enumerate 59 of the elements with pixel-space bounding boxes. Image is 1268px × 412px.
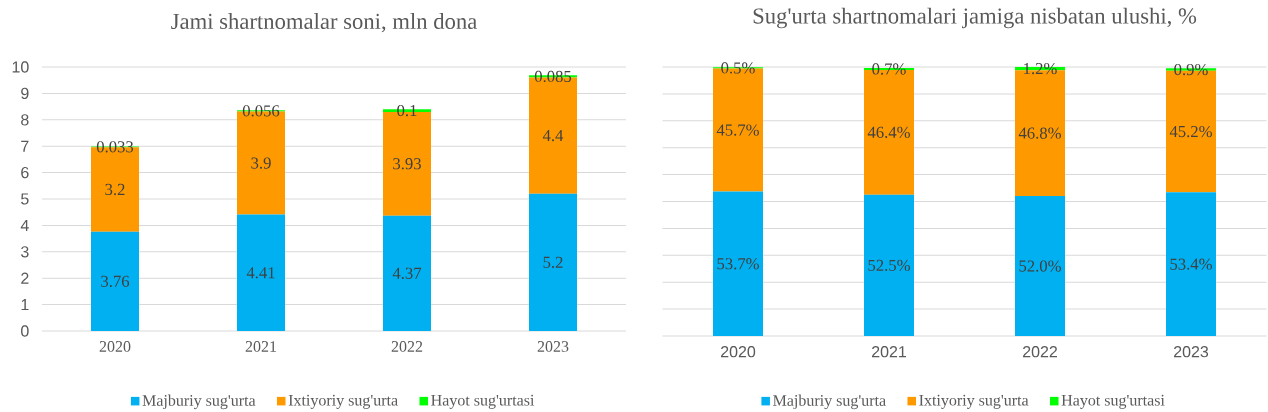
data-label: 53.7% [717,258,759,270]
data-label: 1.2% [1024,62,1057,75]
data-label: 0.033 [96,141,134,153]
bar [237,214,286,331]
y-tick-label: 9 [21,87,29,100]
data-label: 45.2% [1169,125,1212,138]
bar [1166,192,1216,336]
y-tick-label: 3 [21,246,29,258]
y-tick-label: 5 [21,193,29,205]
y-tick-label: 6 [21,166,29,179]
y-tick-label: 10 [12,61,29,73]
data-label: 0.7% [872,63,906,75]
data-label: 4.41 [246,267,275,279]
data-label: 0.5% [721,62,755,74]
bar [864,194,914,336]
bar [91,231,140,331]
x-tick-label: 2021 [245,341,277,352]
data-label: 3.76 [101,275,130,287]
y-tick-label: 2 [21,272,29,284]
bar [1015,196,1065,336]
x-tick-label: 2022 [1023,346,1057,358]
x-tick-label: 2020 [99,341,131,352]
data-label: 46.8% [1018,127,1061,139]
bar [383,215,431,331]
data-label: 0.085 [534,70,572,83]
x-tick-label: 2020 [721,346,756,358]
x-tick-label: 2021 [872,346,907,358]
x-tick-label: 2023 [537,341,569,352]
data-label: 3.2 [105,183,125,196]
data-label: 0.1 [397,104,417,117]
data-label: 4.37 [392,267,422,279]
x-tick-label: 2023 [1174,346,1209,358]
data-label: 45.7% [716,124,759,136]
data-label: 4.4 [542,130,564,142]
y-tick-label: 4 [20,219,29,231]
y-tick-label: 1 [21,299,29,311]
bar [713,191,763,336]
data-label: 46.4% [867,126,910,139]
data-label: 3.93 [393,158,421,170]
y-tick-label: 0 [21,325,29,337]
legend-label: Ixtiyoriy sug'urta [288,394,398,409]
data-label: 3.9 [251,157,271,169]
y-tick-label: 8 [21,114,29,126]
data-label: 0.9% [1174,63,1208,76]
data-label: 53.4% [1170,258,1212,270]
data-label: 0.056 [242,105,280,117]
data-label: 5.2 [543,256,563,268]
legend-label: Hayot sug'urtasi [431,394,535,409]
legend-label: Majburiy sug'urta [142,394,256,410]
data-label: 52.0% [1019,260,1061,272]
x-tick-label: 2022 [391,341,423,352]
bar [529,193,577,331]
chart-title: Jami shartnomalar soni, mln dona [171,13,477,33]
legend-label: Majburiy sug'urta [773,394,886,410]
chart-title: Sug'urta shartnomalari jamiga nisbatan ulushi, % [753,7,1197,29]
legend-label: Ixtiyoriy sug'urta [919,394,1029,409]
legend-label: Hayot sug'urtasi [1061,394,1165,409]
y-tick-label: 7 [21,140,29,152]
data-label: 52.5% [868,259,910,272]
